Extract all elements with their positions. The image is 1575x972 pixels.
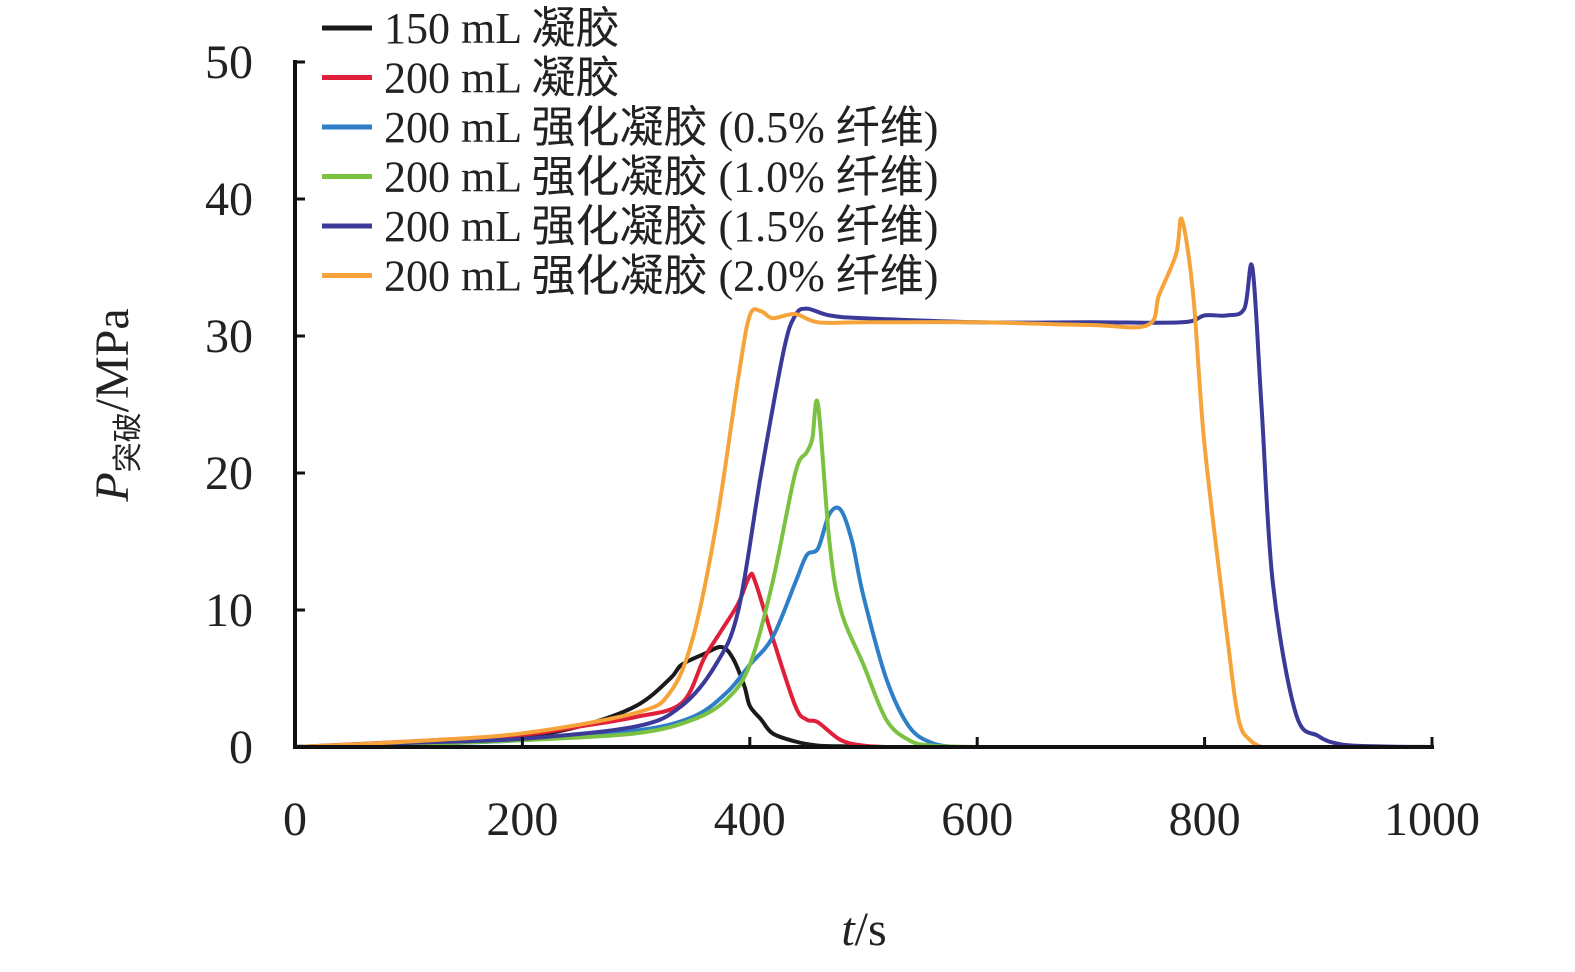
y-axis-title: P突破/MPa <box>86 308 145 502</box>
x-tick-label: 200 <box>486 793 558 846</box>
x-tick-label: 600 <box>941 793 1013 846</box>
legend-label-5: 200 mL 强化凝胶 (1.5% 纤维) <box>384 202 938 251</box>
y-tick-label: 20 <box>205 447 253 500</box>
x-axis-title-unit: /s <box>855 903 887 956</box>
x-tick-label: 0 <box>283 793 307 846</box>
y-tick-label: 40 <box>205 173 253 226</box>
x-axis-title: t/s <box>841 903 886 956</box>
axes: 0 200 400 600 800 1000 0 10 20 30 40 50 <box>205 36 1480 846</box>
x-tick-label: 800 <box>1169 793 1241 846</box>
series-line-4 <box>293 398 980 749</box>
y-axis-title-subscript: 突破 <box>112 412 145 472</box>
y-tick-label: 30 <box>205 310 253 363</box>
y-axis-title-var: P <box>86 472 139 502</box>
plot-lines <box>293 216 1434 749</box>
y-ticks: 0 10 20 30 40 50 <box>205 36 305 774</box>
series-line-6 <box>293 216 1264 749</box>
series-line-1 <box>293 644 866 749</box>
x-axis-title-var: t <box>841 903 856 956</box>
y-axis-title-unit: /MPa <box>86 308 139 412</box>
legend-label-4: 200 mL 强化凝胶 (1.0% 纤维) <box>384 153 938 202</box>
y-tick-label: 50 <box>205 36 253 89</box>
y-tick-label: 0 <box>229 721 253 774</box>
legend-label-6: 200 mL 强化凝胶 (2.0% 纤维) <box>384 252 938 301</box>
legend-label-3: 200 mL 强化凝胶 (0.5% 纤维) <box>384 103 938 152</box>
legend-label-2: 200 mL 凝胶 <box>384 54 619 103</box>
x-tick-label: 1000 <box>1384 793 1480 846</box>
y-tick-label: 10 <box>205 584 253 637</box>
x-ticks: 0 200 400 600 800 1000 <box>283 737 1480 846</box>
series-line-5 <box>293 262 1434 749</box>
legend-label-1: 150 mL 凝胶 <box>384 4 619 53</box>
x-tick-label: 400 <box>714 793 786 846</box>
